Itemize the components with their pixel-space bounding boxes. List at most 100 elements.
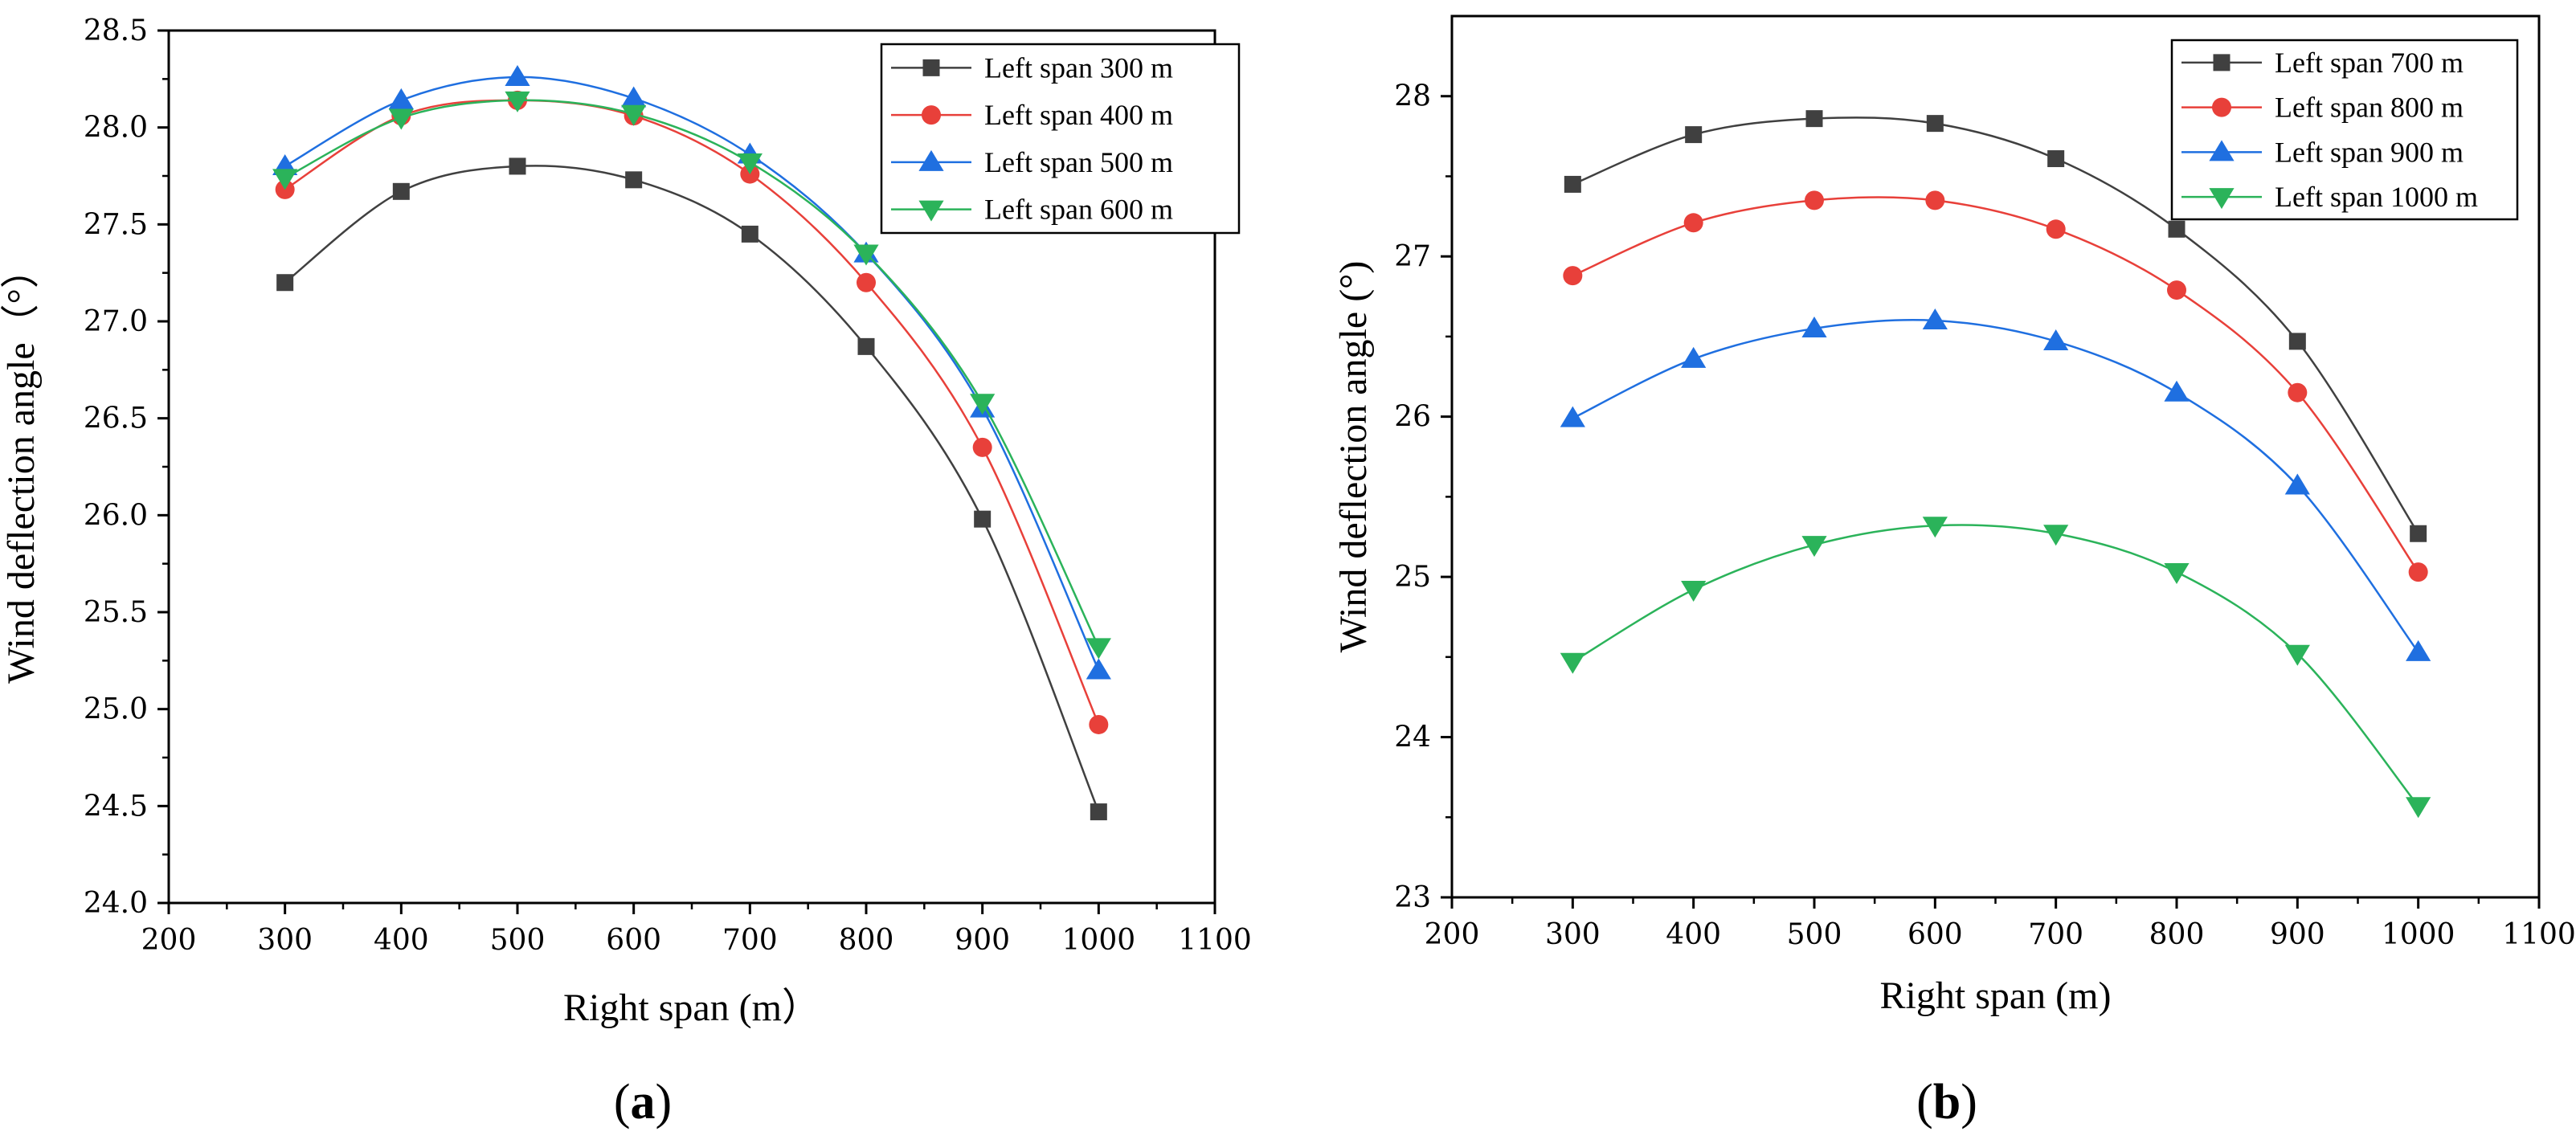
x-tick-label: 600 bbox=[606, 924, 661, 957]
series-2 bbox=[1563, 190, 2428, 582]
data-point bbox=[276, 274, 294, 292]
x-axis-title: Right span (m） bbox=[563, 987, 820, 1029]
data-point bbox=[1685, 126, 1703, 144]
series-2 bbox=[275, 90, 1109, 734]
y-tick-label: 28.0 bbox=[84, 112, 148, 145]
data-point bbox=[1560, 406, 1585, 427]
panel-label-letter: a bbox=[631, 1075, 656, 1130]
legend-label: Left span 700 m bbox=[2275, 47, 2464, 79]
data-point bbox=[972, 437, 992, 457]
panel-label-open: ( bbox=[614, 1075, 631, 1130]
panel-label-letter: b bbox=[1933, 1075, 1961, 1130]
data-point bbox=[272, 169, 298, 190]
x-tick-label: 900 bbox=[2270, 918, 2325, 951]
data-point bbox=[621, 104, 647, 126]
legend-label: Left span 400 m bbox=[984, 99, 1173, 131]
legend-marker bbox=[2212, 97, 2231, 117]
legend-marker bbox=[918, 149, 944, 171]
data-point bbox=[857, 272, 876, 292]
legend-marker bbox=[922, 59, 940, 76]
series-line bbox=[1572, 524, 2419, 807]
x-tick-label: 700 bbox=[2028, 918, 2083, 951]
data-point bbox=[621, 86, 647, 108]
x-axis-title: Right span (m) bbox=[1880, 974, 2112, 1017]
data-point bbox=[2043, 329, 2069, 350]
data-point bbox=[1681, 346, 1707, 368]
series-line bbox=[284, 165, 1100, 813]
data-point bbox=[2046, 219, 2066, 239]
data-point bbox=[2167, 280, 2186, 300]
data-point bbox=[1681, 580, 1707, 602]
data-point bbox=[1805, 110, 1823, 128]
legend-label: Left span 900 m bbox=[2275, 136, 2464, 168]
data-point bbox=[1926, 115, 1944, 133]
data-point bbox=[741, 225, 758, 243]
series-4 bbox=[1560, 517, 2431, 819]
data-point bbox=[388, 108, 414, 130]
series-1 bbox=[1564, 110, 2427, 542]
y-tick-label: 27 bbox=[1394, 240, 1431, 273]
series-1 bbox=[276, 157, 1107, 821]
y-tick-label: 26.5 bbox=[84, 402, 148, 435]
y-tick-label: 25.0 bbox=[84, 693, 148, 726]
y-axis-title: Wind deflection angle（°） bbox=[0, 250, 43, 684]
x-tick-label: 500 bbox=[490, 924, 546, 957]
data-point bbox=[853, 244, 879, 266]
series-line bbox=[284, 99, 1100, 648]
data-point bbox=[1560, 652, 1585, 674]
y-tick-label: 28 bbox=[1394, 80, 1431, 113]
data-point bbox=[1925, 190, 1945, 210]
series-line bbox=[284, 76, 1100, 671]
x-tick-label: 600 bbox=[1907, 918, 1963, 951]
data-point bbox=[2406, 639, 2431, 661]
data-point bbox=[2284, 644, 2310, 666]
data-point bbox=[1086, 658, 1111, 680]
panel-label: (a) bbox=[614, 1075, 672, 1130]
data-point bbox=[392, 182, 410, 200]
y-tick-label: 24 bbox=[1394, 721, 1431, 754]
panel-label-close: ) bbox=[656, 1075, 673, 1130]
legend-marker bbox=[2213, 54, 2230, 71]
legend-label: Left span 500 m bbox=[984, 146, 1173, 178]
data-point bbox=[2168, 220, 2186, 238]
y-tick-label: 26.0 bbox=[84, 499, 148, 532]
data-point bbox=[2406, 797, 2431, 819]
x-tick-label: 700 bbox=[722, 924, 778, 957]
series-line bbox=[1572, 196, 2419, 573]
legend: Left span 700 m Left span 800 m Left span … bbox=[2170, 39, 2519, 221]
y-tick-label: 27.0 bbox=[84, 305, 148, 338]
data-point bbox=[2408, 562, 2428, 582]
y-tick-label: 26 bbox=[1394, 401, 1431, 434]
y-tick-label: 25 bbox=[1394, 561, 1431, 594]
data-point bbox=[1805, 190, 1824, 210]
x-tick-label: 200 bbox=[1425, 918, 1480, 951]
data-point bbox=[505, 64, 530, 86]
data-point bbox=[2164, 563, 2190, 585]
data-point bbox=[1563, 266, 1583, 286]
legend-label: Left span 1000 m bbox=[2275, 181, 2478, 213]
x-tick-label: 500 bbox=[1787, 918, 1842, 951]
data-point bbox=[2164, 380, 2190, 402]
data-point bbox=[505, 91, 530, 112]
x-tick-label: 1100 bbox=[2502, 918, 2576, 951]
y-tick-label: 28.5 bbox=[84, 14, 148, 47]
x-tick-label: 1000 bbox=[1062, 924, 1136, 957]
data-point bbox=[2288, 382, 2308, 402]
x-tick-label: 200 bbox=[141, 924, 197, 957]
legend-marker bbox=[918, 200, 944, 222]
series-line bbox=[284, 99, 1100, 725]
data-point bbox=[1089, 714, 1109, 734]
y-tick-label: 24.0 bbox=[84, 887, 148, 920]
data-point bbox=[2284, 473, 2310, 495]
data-point bbox=[1683, 213, 1703, 233]
data-point bbox=[388, 88, 414, 109]
legend-marker bbox=[2209, 188, 2235, 210]
data-point bbox=[737, 153, 763, 175]
data-point bbox=[1086, 638, 1111, 660]
x-tick-label: 400 bbox=[374, 924, 429, 957]
data-point bbox=[2047, 150, 2065, 168]
data-point bbox=[1922, 517, 1948, 538]
data-point bbox=[1564, 175, 1581, 193]
legend-marker bbox=[2209, 140, 2235, 161]
